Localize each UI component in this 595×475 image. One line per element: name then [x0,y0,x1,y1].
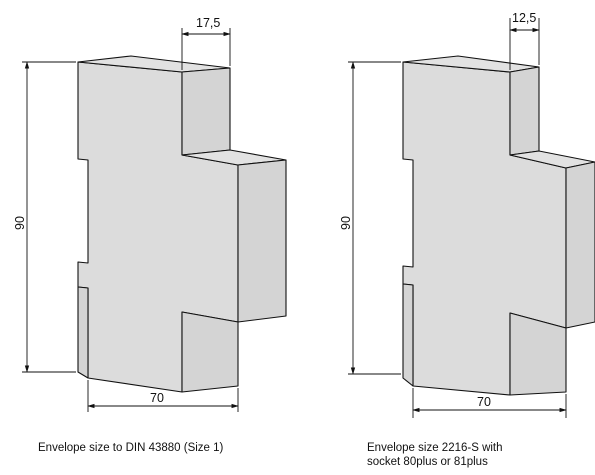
left-dim-height: 90 [13,216,27,230]
left-lower-side [181,311,239,393]
left-dim-width-top: 17,5 [196,16,220,30]
left-caption: Envelope size to DIN 43880 (Size 1) [38,442,224,454]
right-envelope-drawing: 12,5 90 70 [339,11,595,418]
left-dim-width-bottom: 70 [150,391,164,405]
right-dim-height: 90 [339,216,353,230]
right-dim-width-bottom: 70 [477,395,491,409]
right-lower-side [509,312,567,396]
left-middle-side [237,159,287,323]
left-envelope-drawing: 17,5 90 70 [13,16,287,412]
right-caption-line1: Envelope size 2216-S with [367,442,503,454]
right-middle-side [565,161,595,329]
right-upper-side [509,66,540,156]
right-dim-width-top: 12,5 [512,11,536,25]
right-caption: Envelope size 2216-S with socket 80plus … [367,441,503,469]
left-bottom-strip [77,286,89,379]
right-caption-line2: socket 80plus or 81plus [367,456,488,468]
right-bottom-strip [402,283,414,387]
left-upper-side [181,67,231,156]
right-middle-top [509,150,595,169]
